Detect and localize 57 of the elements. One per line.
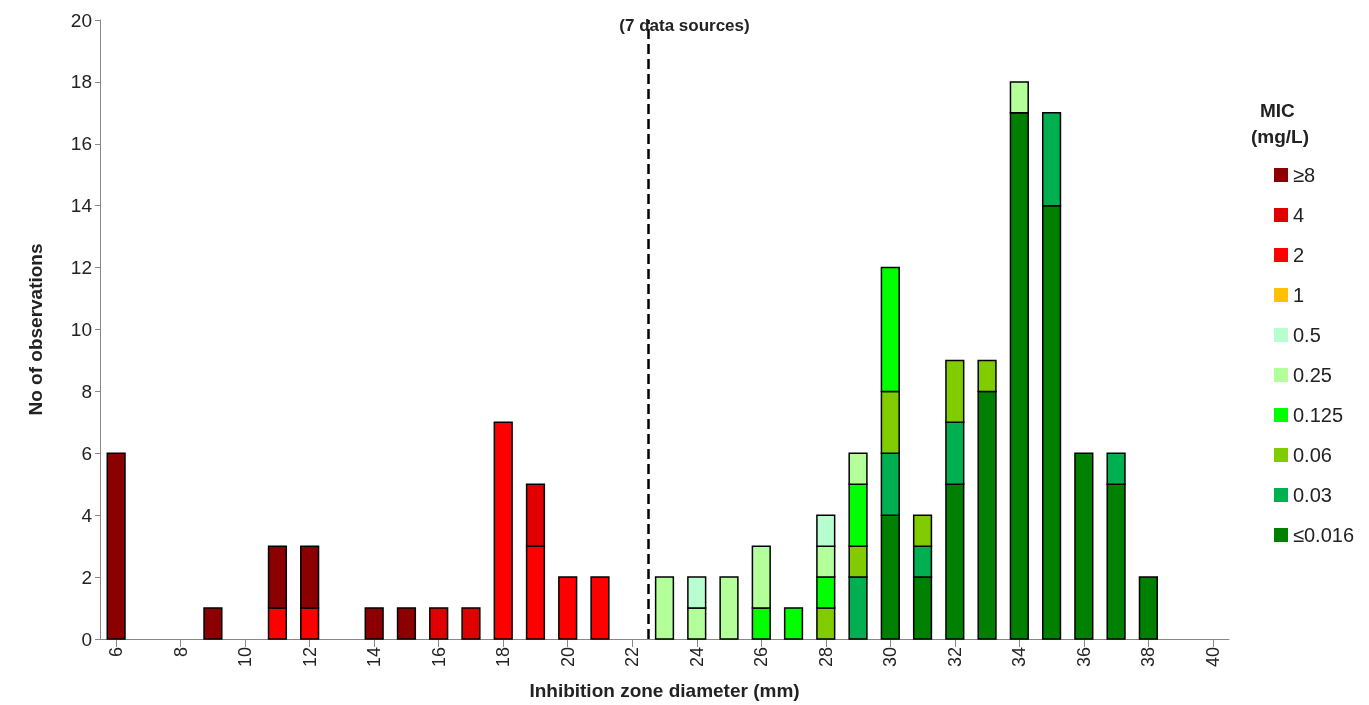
legend-label: ≤0.016	[1292, 524, 1355, 546]
bar	[106, 452, 126, 640]
bar	[493, 421, 513, 640]
bar	[461, 607, 481, 640]
y-tick-label: 8	[81, 380, 92, 402]
x-tick-label: 36	[1073, 647, 1094, 668]
legend-label: 2	[1292, 244, 1305, 266]
y-tick-label: 14	[70, 195, 93, 217]
x-tick-label: 30	[880, 647, 901, 668]
x-tick-label: 18	[493, 647, 514, 668]
legend-label: 0.5	[1292, 324, 1321, 346]
bar	[558, 576, 578, 640]
x-tick-label: 16	[428, 647, 449, 668]
x-tick-label: 28	[815, 647, 836, 668]
bar	[1138, 576, 1158, 640]
x-tick-label: 26	[751, 647, 772, 668]
x-tick-label: 24	[686, 647, 707, 668]
y-axis-title: No of observations	[25, 243, 46, 416]
bar	[203, 607, 223, 640]
bar	[396, 607, 417, 640]
bar	[719, 576, 739, 640]
x-tick-label: 40	[1202, 647, 1223, 668]
y-tick-label: 18	[70, 71, 92, 93]
legend-title: MIC (mg/L)	[1250, 99, 1310, 147]
x-axis-title: Inhibition zone diameter (mm)	[529, 680, 800, 701]
bar	[1074, 452, 1094, 640]
legend-label: ≥8	[1292, 164, 1316, 186]
y-tick-label: 4	[81, 504, 93, 526]
y-tick-label: 16	[70, 133, 92, 155]
x-tick-label: 10	[235, 647, 256, 668]
x-tick-label: 14	[364, 647, 385, 668]
x-tick-label: 34	[1009, 647, 1030, 668]
bar	[783, 607, 804, 640]
x-tick-label: 32	[944, 647, 965, 668]
x-tick-label: 38	[1138, 647, 1159, 668]
bar	[654, 576, 675, 640]
legend-label: 1	[1292, 284, 1305, 306]
x-tick-label: 22	[622, 647, 643, 668]
legend-label: 0.125	[1292, 404, 1344, 426]
legend-label: 4	[1292, 204, 1305, 226]
bar	[590, 576, 610, 640]
y-tick-label: 6	[81, 442, 92, 464]
x-tick-label: 20	[557, 647, 578, 668]
y-tick-label: 12	[70, 257, 92, 279]
y-tick-label: 20	[70, 9, 92, 31]
legend-label: 0.06	[1292, 444, 1332, 466]
bar	[429, 607, 449, 640]
x-tick-label: 12	[299, 647, 320, 668]
y-tick-label: 10	[70, 319, 92, 340]
legend-label: 0.25	[1292, 364, 1332, 386]
chart-title: (7 data sources)	[619, 16, 750, 35]
bar	[364, 607, 384, 640]
x-tick-label: 6	[106, 647, 127, 658]
y-tick-label: 0	[81, 628, 92, 650]
x-tick-label: 8	[170, 647, 191, 658]
legend-label: 0.03	[1292, 484, 1332, 506]
y-tick-label: 2	[81, 566, 92, 588]
